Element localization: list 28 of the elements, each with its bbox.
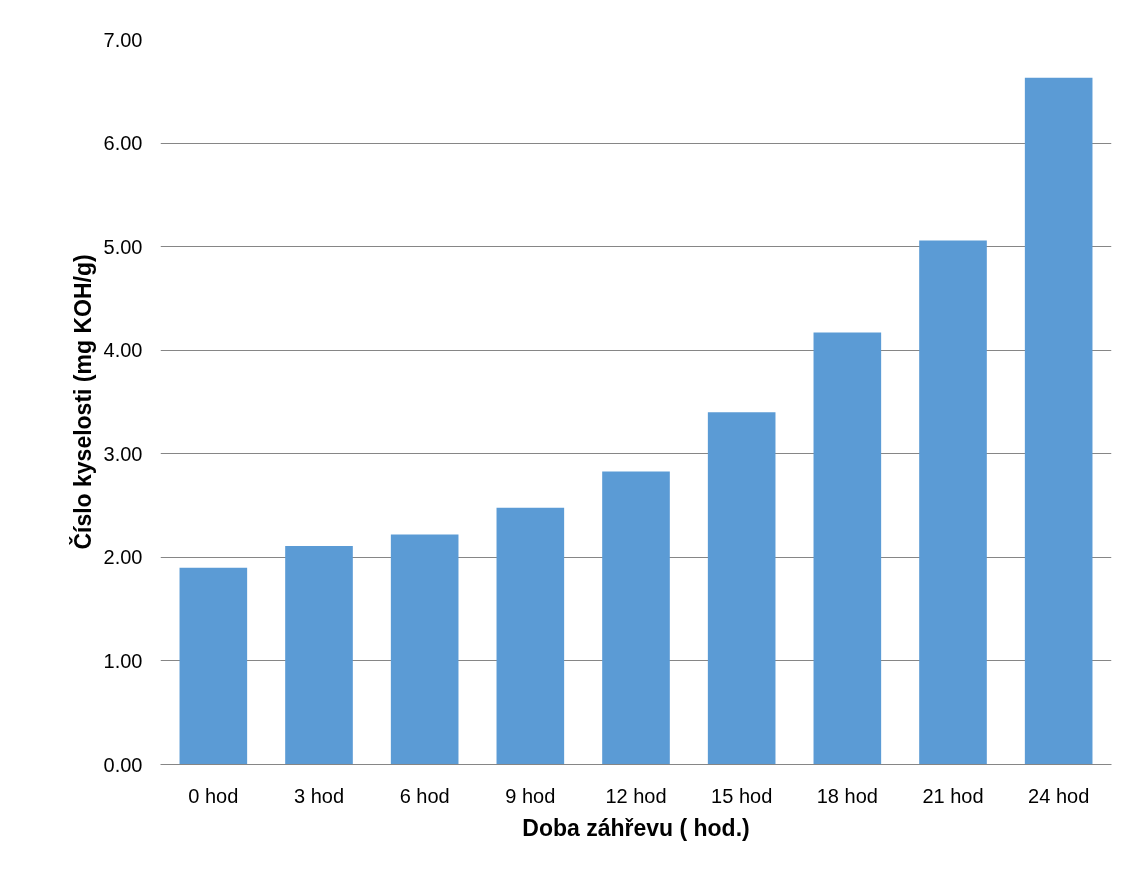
x-axis-title: Doba záhřevu ( hod.) bbox=[522, 814, 750, 841]
y-axis-title: Číslo kyselosti (mg KOH/g) bbox=[68, 254, 96, 550]
y-tick-label: 5.00 bbox=[103, 235, 143, 258]
bar bbox=[813, 332, 882, 765]
y-tick-label: 3.00 bbox=[103, 442, 143, 465]
bar bbox=[919, 240, 987, 765]
y-tick-label: 0.00 bbox=[103, 753, 143, 776]
bar bbox=[179, 567, 248, 765]
y-tick-label: 6.00 bbox=[103, 132, 143, 155]
bar bbox=[602, 471, 670, 765]
bar bbox=[390, 534, 459, 765]
x-tick-label: 18 hod bbox=[816, 784, 878, 807]
x-tick-label: 15 hod bbox=[711, 784, 773, 807]
y-tick-label: 7.00 bbox=[103, 28, 143, 51]
bar bbox=[1024, 77, 1093, 765]
bar bbox=[285, 545, 353, 765]
y-tick-label: 1.00 bbox=[103, 649, 143, 672]
x-tick-label: 12 hod bbox=[605, 784, 667, 807]
y-tick-label: 4.00 bbox=[103, 339, 143, 362]
bar bbox=[707, 412, 776, 765]
x-tick-label: 0 hod bbox=[188, 784, 239, 807]
bar bbox=[496, 507, 565, 765]
x-tick-label: 24 hod bbox=[1028, 784, 1090, 807]
x-tick-label: 21 hod bbox=[922, 784, 984, 807]
x-tick-label: 9 hod bbox=[505, 784, 556, 807]
x-tick-label: 6 hod bbox=[399, 784, 450, 807]
x-tick-label: 3 hod bbox=[293, 784, 345, 807]
y-tick-label: 2.00 bbox=[103, 546, 143, 569]
